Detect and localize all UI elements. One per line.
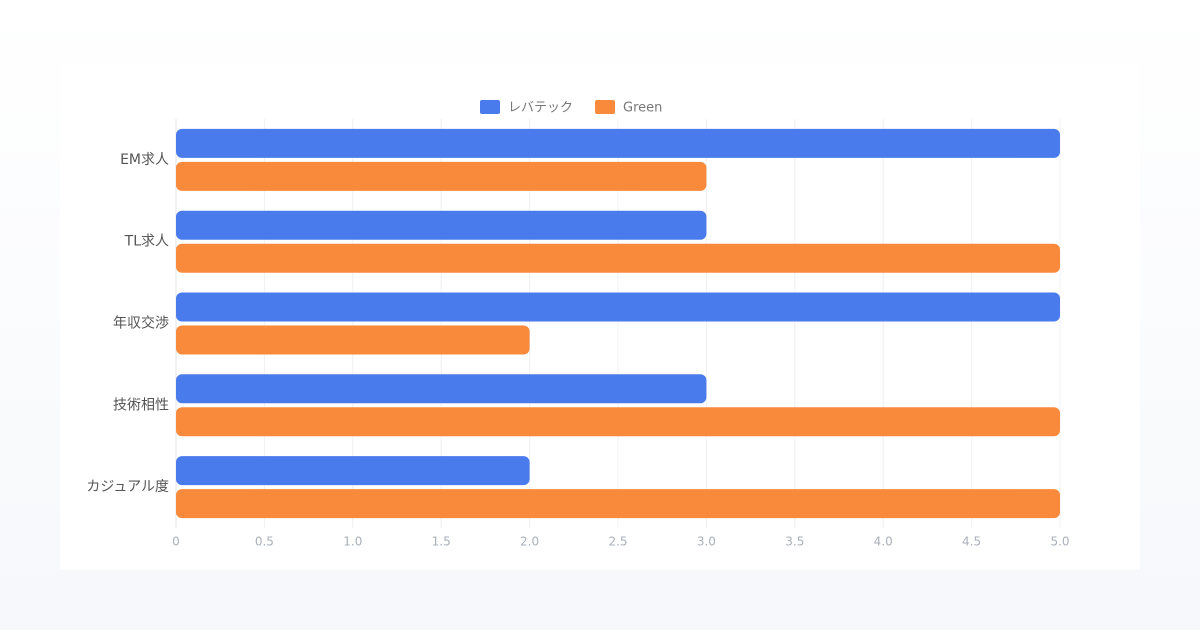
x-tick-label: 4.0 bbox=[874, 535, 893, 549]
x-tick-label: 4.5 bbox=[962, 535, 981, 549]
x-tick-label: 1.0 bbox=[343, 535, 362, 549]
legend-label: レバテック bbox=[508, 101, 573, 116]
y-tick-label: EM求人 bbox=[120, 152, 169, 168]
y-tick-label: カジュアル度 bbox=[86, 479, 169, 495]
y-tick-label: 技術相性 bbox=[113, 397, 169, 413]
legend-swatch bbox=[480, 100, 500, 114]
x-tick-label: 0.5 bbox=[255, 535, 274, 549]
legend-label: Green bbox=[623, 101, 662, 116]
bar bbox=[176, 489, 1060, 519]
y-tick-label: 年収交渉 bbox=[113, 315, 169, 332]
bar bbox=[176, 325, 530, 355]
bar bbox=[176, 292, 1060, 322]
x-tick-label: 3.0 bbox=[697, 535, 716, 549]
bar bbox=[176, 161, 707, 191]
y-tick-label: TL求人 bbox=[124, 234, 169, 250]
bar bbox=[176, 128, 1060, 158]
bar bbox=[176, 407, 1060, 437]
bar bbox=[176, 374, 707, 404]
x-tick-label: 2.0 bbox=[520, 535, 539, 549]
x-tick-label: 3.5 bbox=[785, 535, 804, 549]
x-tick-label: 5.0 bbox=[1050, 535, 1069, 549]
bar bbox=[176, 243, 1060, 273]
bar bbox=[176, 210, 707, 240]
legend-swatch bbox=[595, 100, 616, 114]
x-tick-label: 1.5 bbox=[432, 535, 451, 549]
x-tick-label: 2.5 bbox=[608, 535, 627, 549]
bar bbox=[176, 456, 530, 486]
x-tick-label: 0 bbox=[172, 535, 180, 549]
